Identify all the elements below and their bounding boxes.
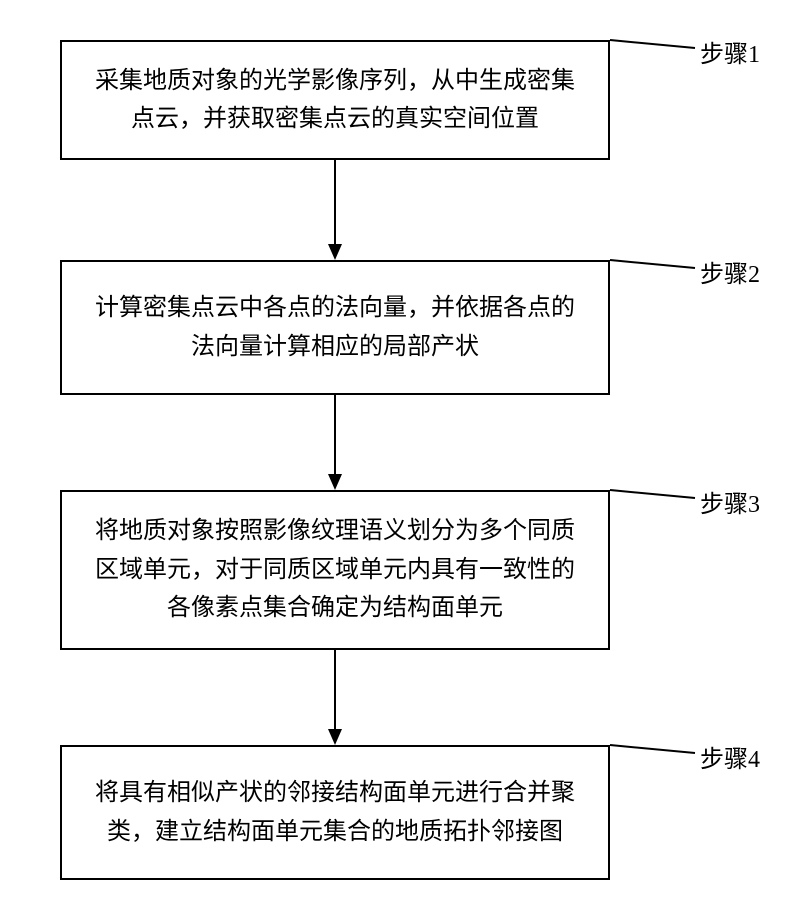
- step-box-step2: 计算密集点云中各点的法向量，并依据各点的法向量计算相应的局部产状: [60, 260, 610, 395]
- leader-line: [610, 40, 695, 48]
- leader-line: [610, 490, 695, 498]
- step-box-step4: 将具有相似产状的邻接结构面单元进行合并聚类，建立结构面单元集合的地质拓扑邻接图: [60, 745, 610, 880]
- arrow-head-icon: [328, 474, 342, 490]
- step-label-step3: 步骤3: [700, 484, 760, 519]
- step-label-step1: 步骤1: [700, 34, 760, 69]
- leader-line: [610, 260, 695, 268]
- step-text: 采集地质对象的光学影像序列，从中生成密集点云，并获取密集点云的真实空间位置: [92, 62, 578, 139]
- step-text: 将具有相似产状的邻接结构面单元进行合并聚类，建立结构面单元集合的地质拓扑邻接图: [92, 774, 578, 851]
- step-box-step1: 采集地质对象的光学影像序列，从中生成密集点云，并获取密集点云的真实空间位置: [60, 40, 610, 160]
- step-text: 计算密集点云中各点的法向量，并依据各点的法向量计算相应的局部产状: [92, 289, 578, 366]
- step-label-step4: 步骤4: [700, 739, 760, 774]
- arrow-head-icon: [328, 244, 342, 260]
- step-text: 将地质对象按照影像纹理语义划分为多个同质区域单元，对于同质区域单元内具有一致性的…: [92, 512, 578, 627]
- arrow-head-icon: [328, 729, 342, 745]
- step-label-step2: 步骤2: [700, 254, 760, 289]
- step-box-step3: 将地质对象按照影像纹理语义划分为多个同质区域单元，对于同质区域单元内具有一致性的…: [60, 490, 610, 650]
- leader-line: [610, 745, 695, 753]
